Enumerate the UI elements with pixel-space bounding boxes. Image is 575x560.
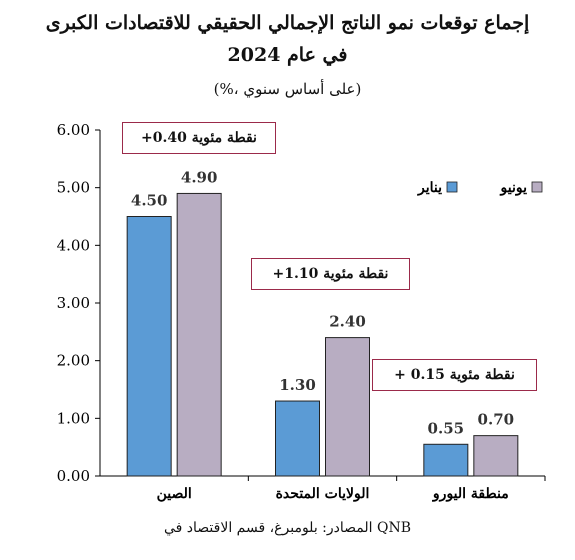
y-tick-label: 0.00 [57,467,90,485]
bar [275,400,320,477]
y-tick-label: 1.00 [57,409,90,427]
legend-swatch [531,181,543,193]
y-tick-label: 6.00 [57,121,90,139]
annotation-eurozone: + 0.15 نقطة مئوية [372,359,537,391]
category-label: منطقة اليورو [432,486,509,502]
data-label: 2.40 [329,313,366,331]
y-tick-label: 4.00 [57,236,90,254]
data-label: 4.90 [181,168,218,186]
category-label: الصين [157,486,192,502]
y-tick-label: 5.00 [57,179,90,197]
legend-label: يناير [417,180,442,196]
data-label: 0.55 [428,419,465,437]
data-label: 0.70 [478,411,515,429]
category-label: الولايات المتحدة [276,486,370,502]
bar [325,337,370,477]
annotation-us: +1.10 نقطة مئوية [251,258,410,290]
y-tick-label: 2.00 [57,352,90,370]
bar [176,192,222,477]
data-label: 4.50 [131,192,168,210]
source-note: المصادر: بلومبرغ، قسم الاقتصاد في QNB [163,520,411,536]
bar [126,216,172,477]
legend-swatch [446,181,458,193]
chart-title-year: في عام 2024 [227,44,348,66]
bar [473,435,519,477]
data-label: 1.30 [279,376,316,394]
chart-title: إجماع توقعات نمو الناتج الإجمالي الحقيقي… [45,12,530,34]
chart-subtitle: (%، على أساس سنوي) [213,80,362,98]
bar [423,443,469,477]
y-tick-label: 3.00 [57,294,90,312]
legend-label: يونيو [500,180,528,196]
annotation-china: +0.40 نقطة مئوية [122,122,276,154]
